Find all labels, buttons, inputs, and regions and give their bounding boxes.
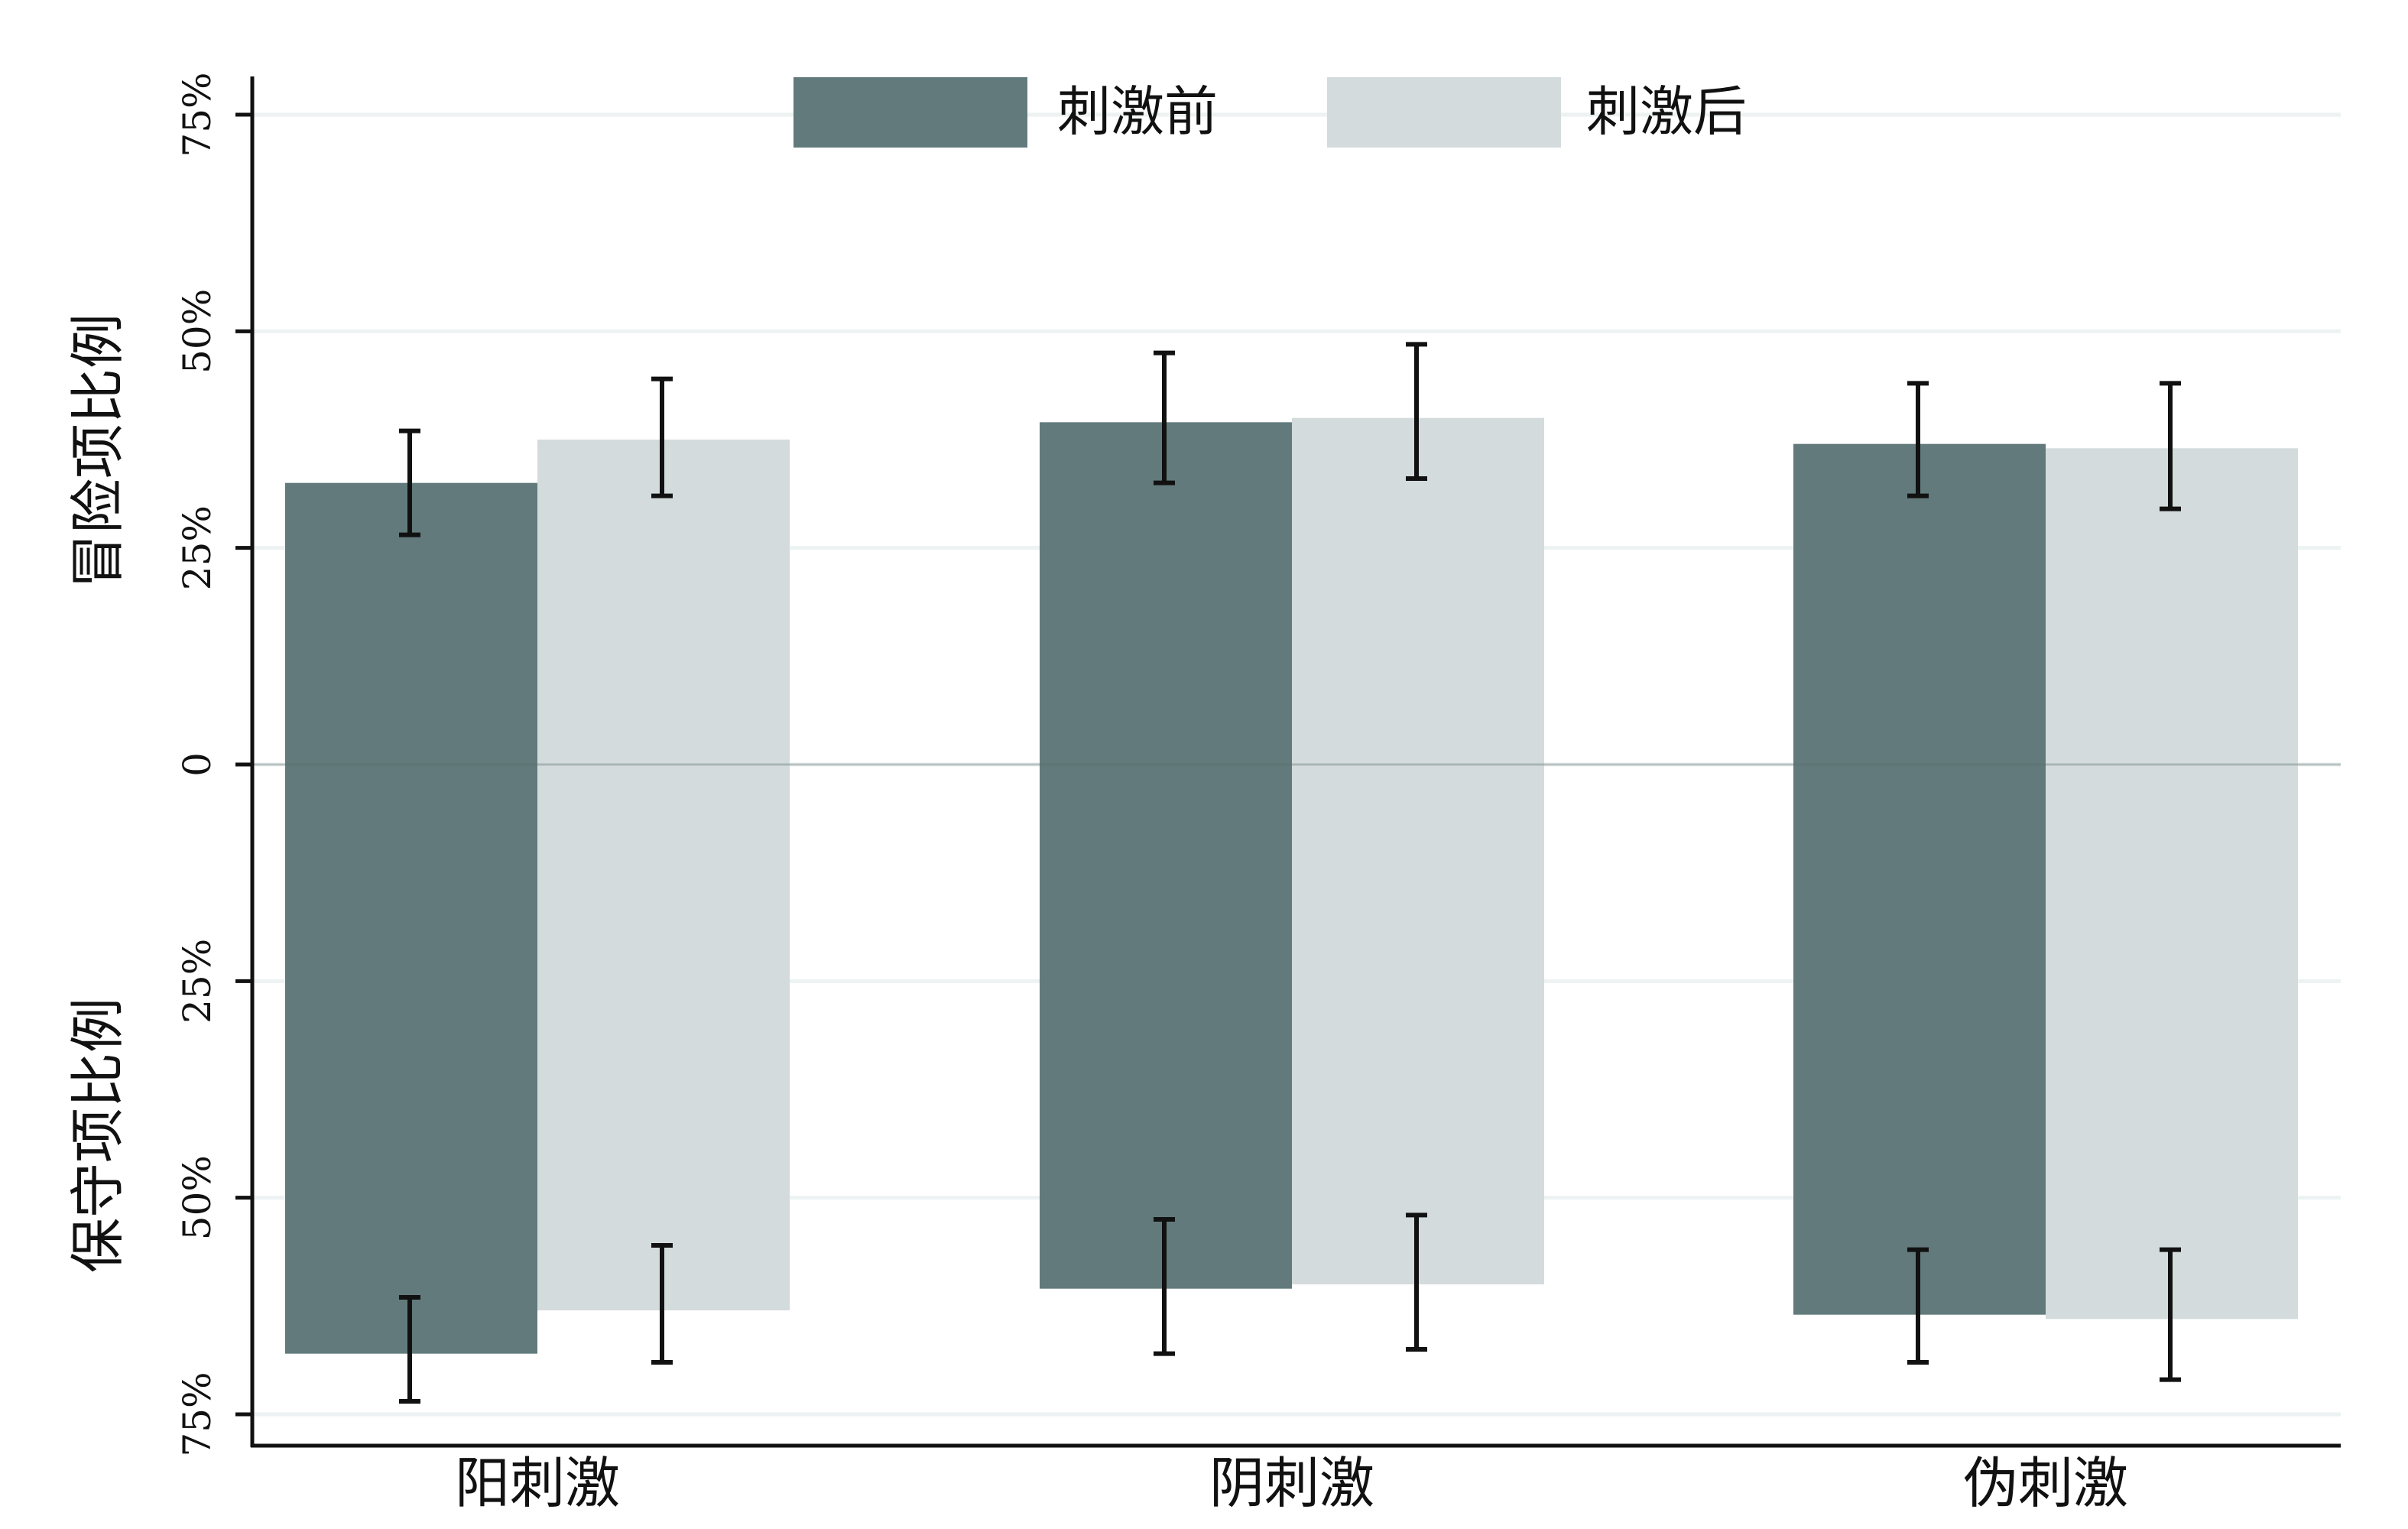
bar-before-1: [285, 482, 537, 1354]
x-category-label: 阴刺激: [1209, 1451, 1374, 1515]
y-tick-label: 0: [175, 752, 219, 777]
legend: 刺激前 刺激后: [793, 77, 1747, 148]
y-tick-labels: 75% 50% 25% 0 25% 50% 75%: [175, 72, 219, 1456]
y-tick-label: 50%: [175, 1155, 219, 1240]
legend-swatch: [793, 77, 1027, 148]
y-tick-label: 75%: [175, 72, 219, 157]
legend-swatch: [1327, 77, 1561, 148]
bars: [285, 417, 2298, 1354]
y-tick-label: 25%: [175, 939, 219, 1024]
x-category-labels: 阳刺激 阴刺激 伪刺激: [455, 1451, 2128, 1515]
bar-before-3: [1793, 443, 2046, 1315]
y-tick-label: 50%: [175, 289, 219, 374]
bar-after-3: [2046, 448, 2298, 1320]
error-bars: [252, 342, 2341, 1404]
y-tick-label: 75%: [175, 1372, 219, 1456]
legend-label: 刺激后: [1586, 80, 1747, 143]
axes: [235, 76, 2341, 1448]
x-category-label: 伪刺激: [1963, 1451, 2128, 1515]
x-category-label: 阳刺激: [455, 1451, 620, 1515]
y-tick-label: 25%: [175, 505, 219, 590]
y-axis-title-upper: 冒险项比例: [66, 313, 130, 589]
legend-label: 刺激前: [1057, 80, 1218, 143]
bar-after-1: [537, 440, 790, 1310]
bar-after-2: [1292, 417, 1544, 1284]
y-axis-title-lower: 保守项比例: [66, 998, 130, 1273]
bar-before-2: [1040, 422, 1292, 1289]
